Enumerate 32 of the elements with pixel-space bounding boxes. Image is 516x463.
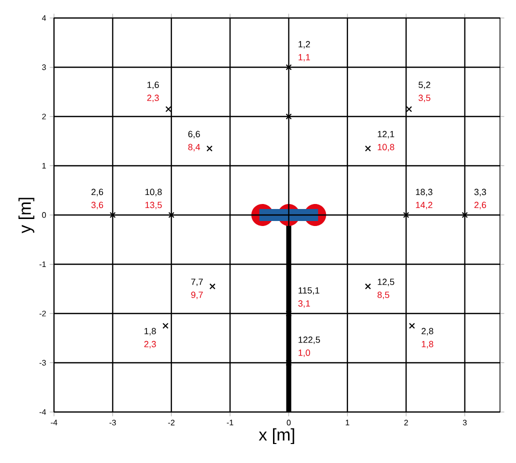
annotation: 3,3: [474, 188, 486, 196]
annotation: 12,5: [378, 278, 394, 286]
annotation: 8,5: [378, 292, 390, 300]
annotation: 2,6: [91, 188, 104, 196]
annotation: 2,3: [147, 94, 159, 102]
annotation: 3,5: [418, 94, 430, 102]
y-axis-title: y [m]: [18, 198, 34, 234]
annotation: 1,1: [298, 54, 310, 62]
annotation: 115,1: [298, 287, 320, 295]
annotation: 13,5: [145, 202, 162, 210]
annotation: 1,2: [298, 41, 310, 48]
annotation: 122,5: [298, 336, 320, 344]
annotation: 18,3: [416, 188, 432, 196]
annotation: 2,6: [474, 202, 486, 210]
annotation: 1,6: [147, 82, 159, 90]
annotation: 7,7: [191, 278, 203, 286]
annotation: 3,6: [91, 202, 104, 210]
annotation: 14,2: [416, 202, 432, 210]
annotation: 10,8: [145, 188, 162, 196]
annotation: 10,8: [378, 144, 394, 152]
x-axis-title: x [m]: [258, 428, 294, 444]
annotation: 9,7: [191, 292, 203, 300]
annotation: 1,8: [144, 328, 156, 336]
annotation: 1,8: [422, 340, 434, 348]
annotation: 3,1: [298, 300, 310, 308]
annotation: 12,1: [378, 130, 394, 138]
annotation: 6,6: [188, 130, 200, 138]
annotation: 8,4: [188, 144, 200, 152]
annotation: 5,2: [418, 82, 430, 90]
annotation: 1,0: [298, 350, 310, 357]
annotation: 2,8: [422, 328, 434, 336]
annotation: 2,3: [144, 340, 156, 348]
